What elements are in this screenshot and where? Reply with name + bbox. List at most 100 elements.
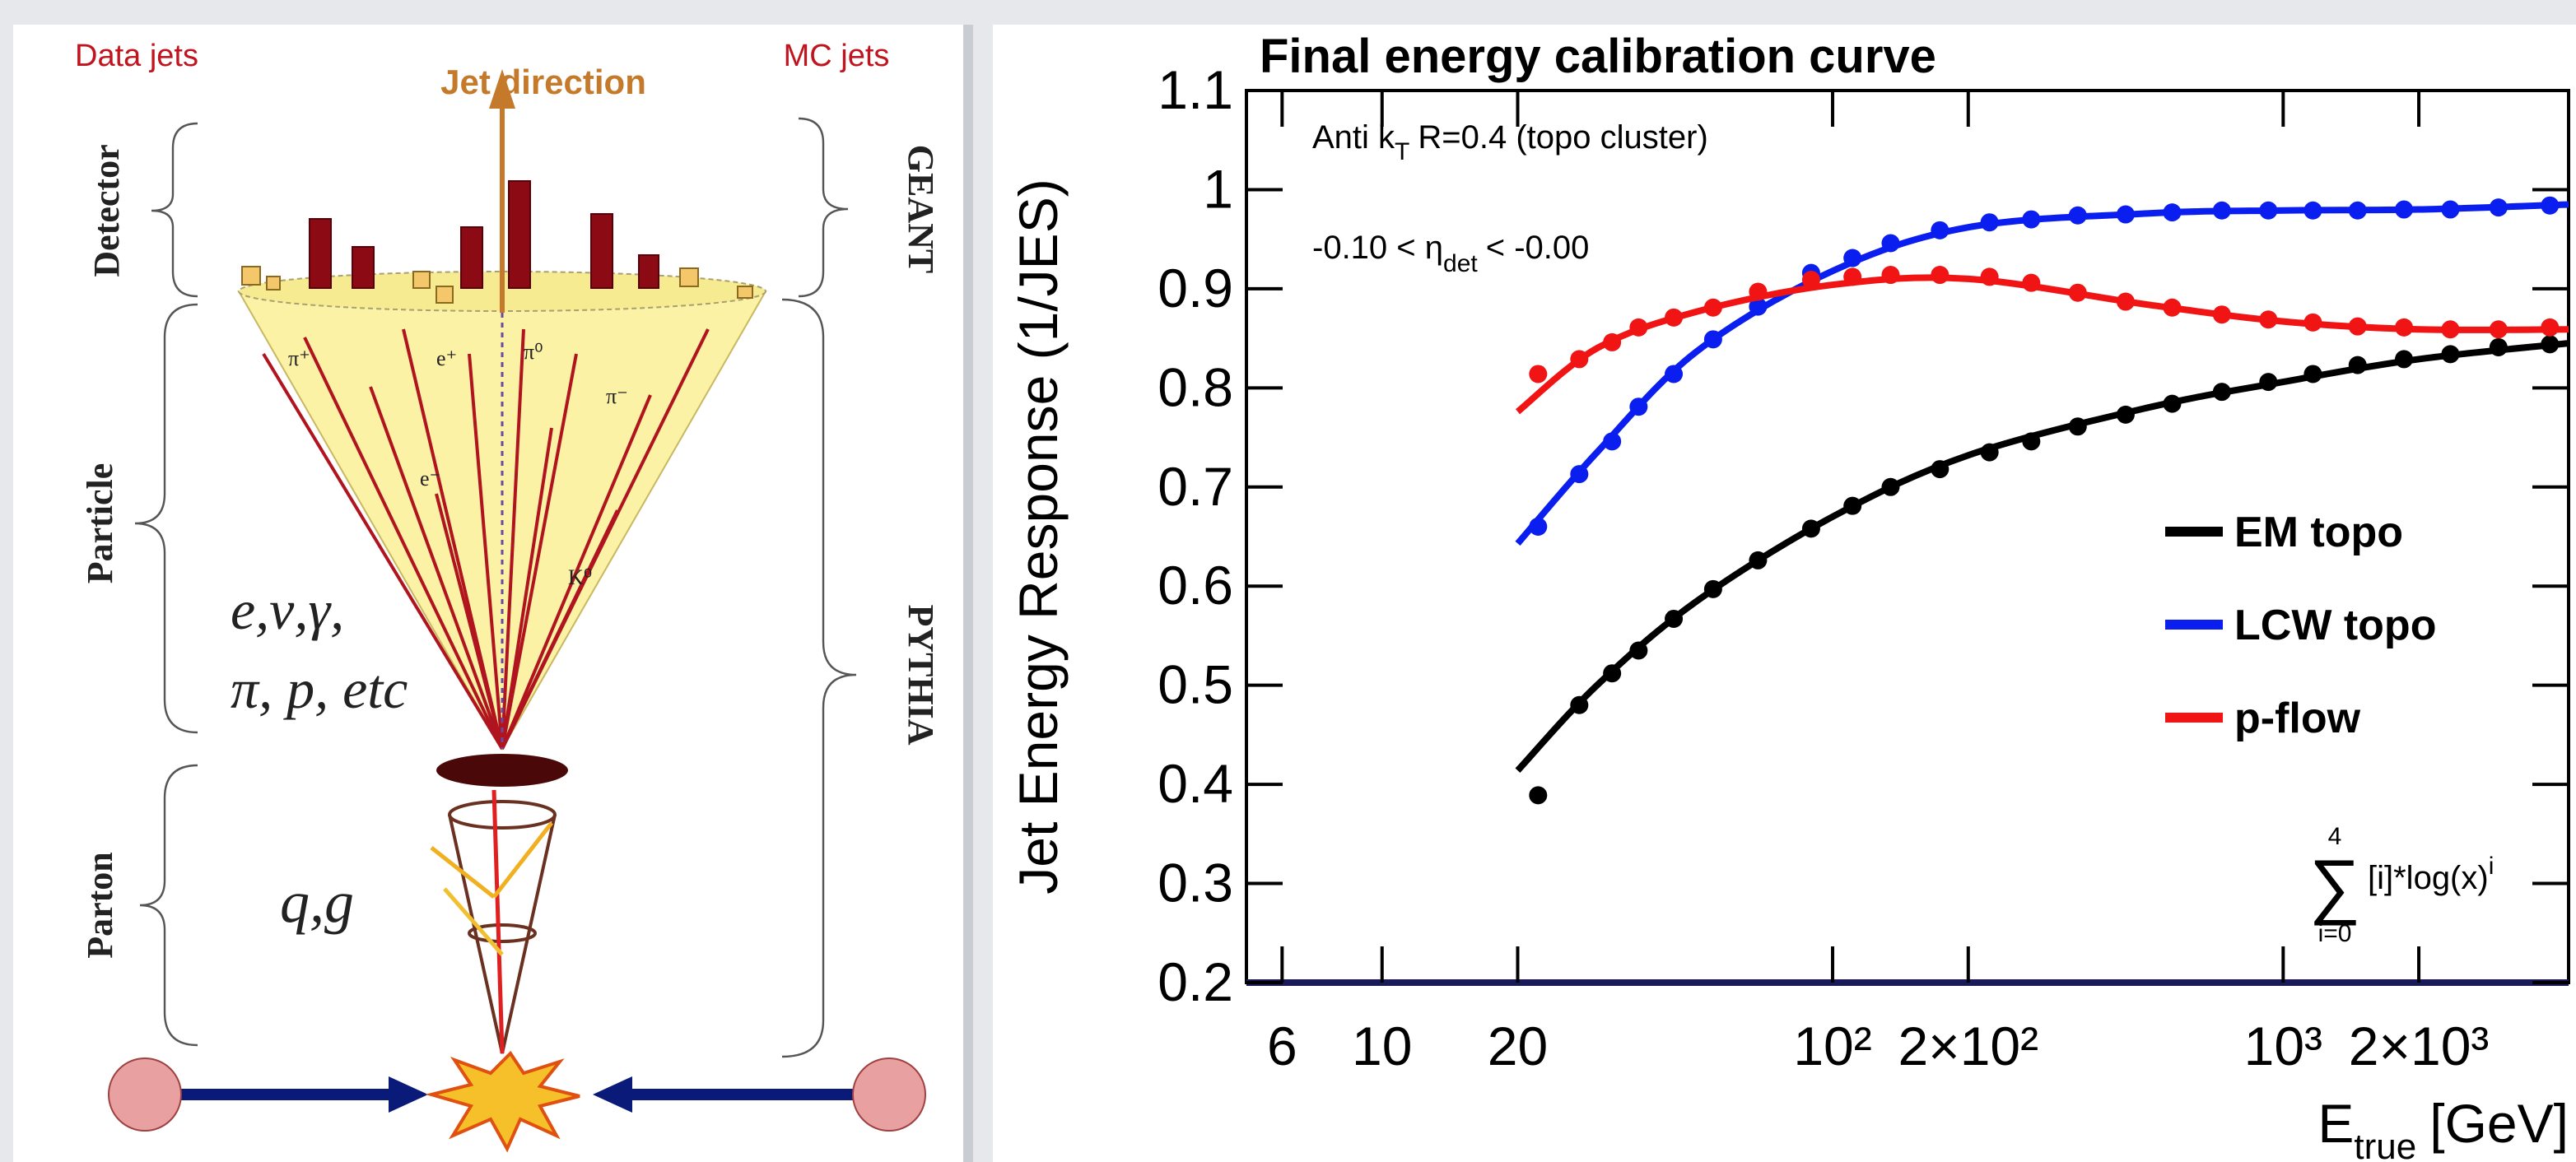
data-point — [2163, 203, 2182, 222]
data-point — [1931, 221, 1949, 239]
brace — [781, 298, 857, 1058]
data-point — [1801, 519, 1820, 538]
data-point — [1843, 267, 1862, 286]
level-label: Particle — [80, 463, 120, 584]
proton — [852, 1057, 926, 1132]
legend-label: p-flow — [2234, 695, 2361, 742]
data-point — [1843, 249, 1862, 267]
data-point — [2022, 432, 2041, 451]
data-point — [1749, 282, 1768, 301]
annotation-sub: det — [1443, 250, 1478, 277]
arrow — [443, 887, 504, 956]
label-sub: true — [2354, 1127, 2416, 1162]
data-point — [1665, 365, 1684, 383]
small-deposits — [241, 266, 753, 304]
data-point — [2259, 373, 2278, 392]
beam-head — [593, 1076, 632, 1113]
data-point — [1749, 551, 1768, 569]
data-point — [1529, 517, 1548, 536]
arrow-head — [489, 69, 515, 109]
plot: 0.2 0.3 0.4 0.5 0.6 0.7 0.8 0.9 1 1.1 6 10 20 10² 2×10… — [1158, 59, 2570, 1076]
data-point — [2068, 206, 2087, 225]
data-point — [1603, 432, 1622, 451]
formula-part: i=0 — [2318, 920, 2352, 947]
arrow — [430, 846, 496, 899]
y-tick-label: 0.9 — [1158, 258, 1233, 318]
data-point — [2259, 201, 2278, 220]
data-point — [2116, 205, 2135, 224]
data-point — [1570, 695, 1589, 714]
y-tick-label: 0.3 — [1158, 853, 1233, 913]
data-point — [1570, 350, 1589, 369]
data-point — [2541, 196, 2560, 215]
track — [435, 493, 504, 750]
track — [501, 353, 578, 750]
legend-label: LCW topo — [2234, 602, 2436, 649]
particle-label: e⁺ — [436, 346, 457, 370]
data-point — [1529, 786, 1548, 805]
x-tick-label: 20 — [1488, 1016, 1548, 1076]
label-part: [GeV] — [2429, 1093, 2569, 1154]
brace — [798, 117, 849, 298]
data-point — [2259, 310, 2278, 329]
y-axis-label: Jet Energy Response (1/JES) — [1008, 179, 1069, 894]
data-point — [2212, 305, 2231, 324]
particle-tracks — [262, 328, 710, 751]
data-point — [1629, 318, 1648, 337]
data-point — [1881, 266, 1900, 285]
calorimeter-towers — [309, 180, 659, 289]
data-point — [1980, 213, 1999, 232]
level-label: GEANT — [901, 145, 941, 273]
track — [468, 353, 504, 750]
particle-label: e⁻ — [420, 467, 440, 490]
x-tick-label: 2×10³ — [2349, 1016, 2490, 1076]
data-jets-label: Data jets — [75, 39, 198, 73]
data-point — [2163, 298, 2182, 317]
data-point — [2303, 365, 2322, 383]
track — [501, 328, 525, 750]
brace — [134, 303, 198, 734]
y-tick-label: 1.1 — [1158, 59, 1233, 120]
level-label: PYTHIA — [901, 604, 941, 745]
x-tick-label: 2×10² — [1898, 1016, 2038, 1076]
formula-part: [i]*log(x)i — [2368, 853, 2494, 896]
annotation-part: < -0.00 — [1486, 230, 1590, 266]
y-tick-label: 0.2 — [1158, 951, 1233, 1012]
data-point — [2068, 417, 2087, 436]
data-point — [1665, 609, 1684, 628]
data-point — [2395, 318, 2414, 337]
panel-shadow — [963, 25, 973, 1162]
fit-formula: 4 ∑ i=0 [i]*log(x)i — [2309, 823, 2494, 947]
data-point — [2348, 317, 2367, 336]
x-axis-label: Etrue [GeV] — [2317, 1093, 2569, 1162]
legend-label: EM topo — [2234, 509, 2403, 556]
deposit — [436, 286, 454, 304]
parton-text: q,g — [280, 869, 354, 935]
track — [303, 337, 504, 750]
data-point — [1665, 308, 1684, 327]
tower — [309, 218, 332, 289]
data-point — [2348, 356, 2367, 374]
cone-ring — [468, 923, 537, 943]
data-point — [2022, 210, 2041, 229]
data-point — [2303, 201, 2322, 220]
data-point — [1703, 298, 1722, 317]
deposit — [737, 286, 753, 299]
data-point — [2489, 198, 2508, 217]
data-point — [2541, 335, 2560, 354]
braces — [134, 117, 857, 1058]
y-tick-label: 0.7 — [1158, 456, 1233, 517]
x-tick-label: 10³ — [2244, 1016, 2322, 1076]
data-point — [2541, 318, 2560, 337]
track — [501, 394, 652, 750]
data-point — [2068, 283, 2087, 302]
data-point — [1931, 266, 1949, 285]
deposit — [679, 267, 699, 287]
particle-label: π⁻ — [606, 384, 628, 408]
formula-part: [i]*log(x) — [2368, 860, 2489, 896]
brace — [139, 764, 198, 1047]
particle-label: K⁰ — [568, 565, 592, 589]
data-point — [2489, 337, 2508, 356]
